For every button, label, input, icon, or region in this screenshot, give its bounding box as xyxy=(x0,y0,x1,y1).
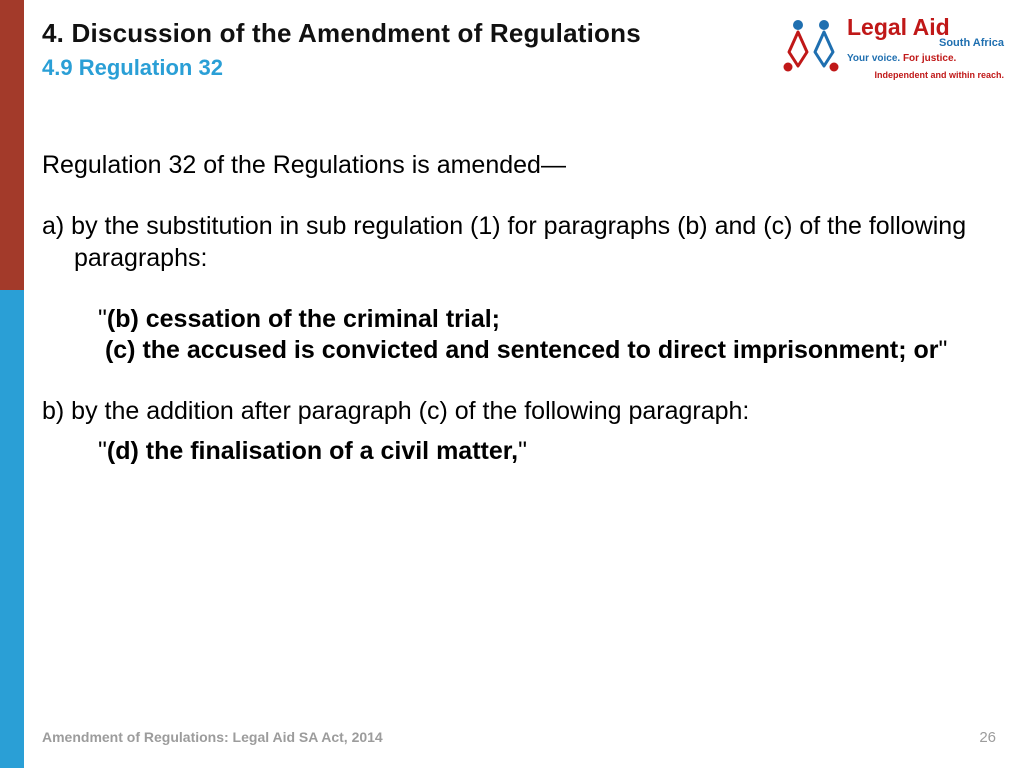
item-a-b: "(b) cessation of the criminal trial; xyxy=(42,304,994,335)
sidebar-top xyxy=(0,0,24,290)
sidebar-accent xyxy=(0,0,24,768)
logo: Legal Aid South Africa Your voice. For j… xyxy=(779,16,1004,86)
logo-text: Legal Aid South Africa Your voice. For j… xyxy=(847,16,1004,80)
item-a-b-bold: (b) cessation of the criminal trial; xyxy=(107,305,500,333)
footer-text: Amendment of Regulations: Legal Aid SA A… xyxy=(42,729,383,746)
logo-main: Legal Aid xyxy=(847,16,1004,39)
page-number: 26 xyxy=(979,729,996,746)
logo-tagline2: Independent and within reach. xyxy=(847,70,1004,80)
item-b-d-bold: (d) the finalisation of a civil matter, xyxy=(107,437,518,465)
item-a-c: (c) the accused is convicted and sentenc… xyxy=(42,335,994,366)
logo-icon xyxy=(779,18,843,74)
item-b: b) by the addition after paragraph (c) o… xyxy=(42,396,994,427)
footer: Amendment of Regulations: Legal Aid SA A… xyxy=(42,729,996,746)
item-a: a) by the substitution in sub regulation… xyxy=(42,211,994,274)
item-a-c-bold: (c) the accused is convicted and sentenc… xyxy=(105,336,939,364)
logo-tag1a: Your voice. xyxy=(847,53,900,64)
intro-line: Regulation 32 of the Regulations is amen… xyxy=(42,150,994,181)
body: Regulation 32 of the Regulations is amen… xyxy=(42,150,994,467)
logo-tagline1: Your voice. For justice. xyxy=(847,53,1004,64)
sidebar-bottom xyxy=(0,290,24,768)
item-b-d: "(d) the finalisation of a civil matter,… xyxy=(42,436,994,467)
logo-tag1b: For justice. xyxy=(903,53,956,64)
